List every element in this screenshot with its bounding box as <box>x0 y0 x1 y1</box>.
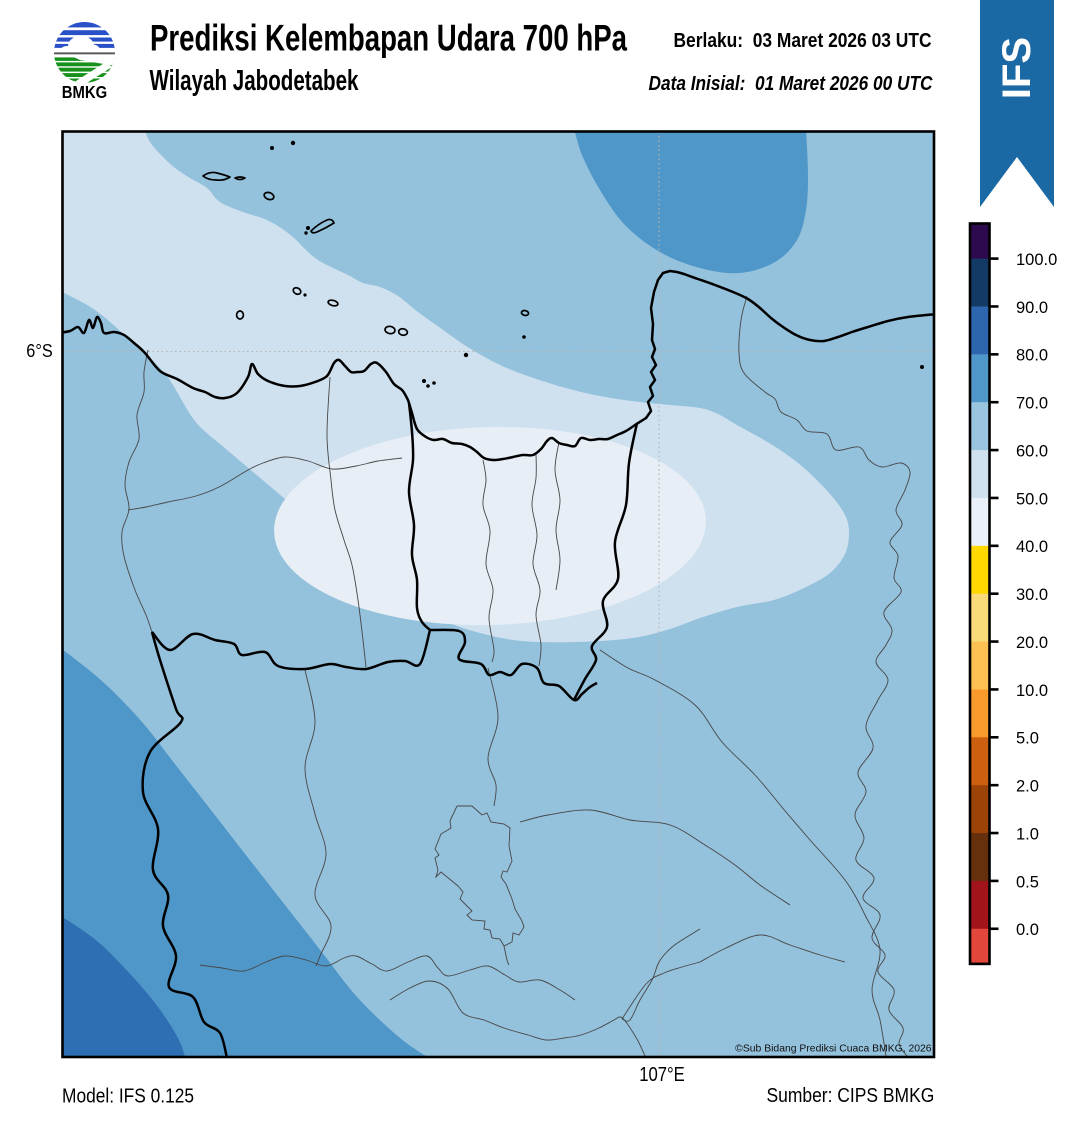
svg-text:Wilayah Jabodetabek: Wilayah Jabodetabek <box>150 65 360 97</box>
svg-text:0.0: 0.0 <box>1016 921 1039 939</box>
svg-text:70.0: 70.0 <box>1016 395 1048 413</box>
svg-text:Berlaku: 03 Maret 2026 03 UTC: Berlaku: 03 Maret 2026 03 UTC <box>674 29 932 52</box>
svg-text:40.0: 40.0 <box>1016 538 1048 556</box>
svg-text:0.5: 0.5 <box>1016 873 1039 891</box>
svg-text:1.0: 1.0 <box>1016 825 1039 843</box>
svg-text:80.0: 80.0 <box>1016 347 1048 365</box>
svg-text:©Sub Bidang Prediksi Cuaca BMK: ©Sub Bidang Prediksi Cuaca BMKG, 2026 <box>735 1044 932 1055</box>
svg-text:107°E: 107°E <box>639 1064 685 1086</box>
svg-text:30.0: 30.0 <box>1016 586 1048 604</box>
svg-text:Prediksi Kelembapan Udara 700: Prediksi Kelembapan Udara 700 hPa <box>150 17 628 59</box>
svg-text:Model: IFS 0.125: Model: IFS 0.125 <box>62 1085 194 1108</box>
svg-text:20.0: 20.0 <box>1016 634 1048 652</box>
svg-text:2.0: 2.0 <box>1016 778 1039 796</box>
svg-text:Data Inisial: 01 Maret 2026 0: Data Inisial: 01 Maret 2026 00 UTC <box>649 72 934 95</box>
svg-text:6°S: 6°S <box>26 340 52 361</box>
svg-text:IFS: IFS <box>995 37 1039 99</box>
svg-text:BMKG: BMKG <box>62 82 107 102</box>
svg-text:100.0: 100.0 <box>1016 251 1057 269</box>
svg-text:90.0: 90.0 <box>1016 299 1048 317</box>
svg-text:10.0: 10.0 <box>1016 682 1048 700</box>
svg-text:5.0: 5.0 <box>1016 730 1039 748</box>
svg-text:Sumber: CIPS BMKG: Sumber: CIPS BMKG <box>767 1084 935 1107</box>
svg-text:60.0: 60.0 <box>1016 442 1048 460</box>
svg-text:50.0: 50.0 <box>1016 490 1048 508</box>
